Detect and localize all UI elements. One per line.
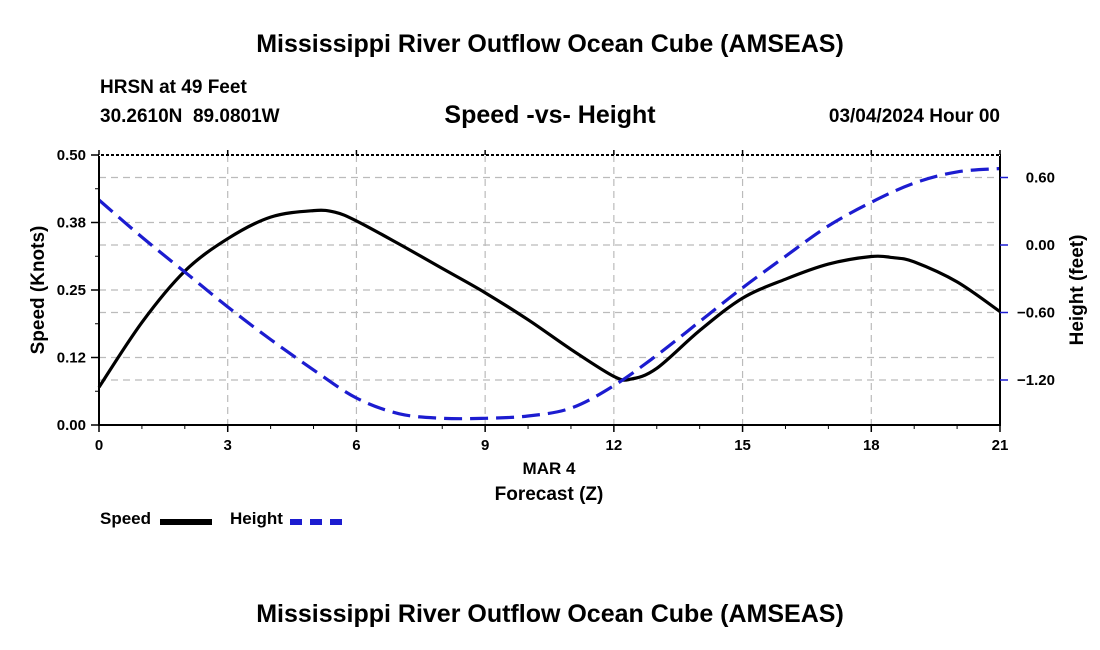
- y-tick-label: 0.12: [57, 350, 86, 367]
- y-tick-label: 0.38: [57, 215, 86, 232]
- legend-swatch-speed: [160, 519, 212, 525]
- coordinates-label: 30.2610N 89.0801W: [100, 106, 280, 127]
- grid-lines: [99, 155, 1000, 425]
- x-axis-sublabel: MAR 4: [523, 459, 576, 478]
- x-tick-label: 12: [606, 437, 623, 454]
- x-tick-label: 6: [352, 437, 360, 454]
- legend-label-height: Height: [230, 509, 283, 528]
- series-line-speed: [97, 208, 1001, 389]
- y2-tick-label: 0.00: [1026, 237, 1055, 254]
- x-tick-label: 9: [481, 437, 489, 454]
- x-tick-label: 0: [95, 437, 103, 454]
- y2-tick-label: −0.60: [1017, 305, 1055, 322]
- legend-swatch-height: [290, 519, 342, 525]
- x-axis-label: Forecast (Z): [495, 484, 604, 505]
- station-label: HRSN at 49 Feet: [100, 77, 247, 98]
- x-tick-label: 3: [224, 437, 232, 454]
- series-line-height: [97, 166, 1001, 421]
- y2-tick-label: −1.20: [1017, 372, 1055, 389]
- speed-height-chart: 0 3 6 9 12 15 18 21 0.00 0.12 0.25 0.38 0.50 −1.20 −0.…: [28, 147, 1088, 505]
- y2-axis-label: Height (feet): [1067, 235, 1088, 346]
- legend-label-speed: Speed: [100, 509, 152, 528]
- chart-subtitle: Speed -vs- Height: [444, 101, 656, 129]
- chart-main-title: Mississippi River Outflow Ocean Cube (AM…: [256, 30, 844, 58]
- y2-tick-label: 0.60: [1026, 170, 1055, 187]
- series-layer: [97, 166, 1001, 421]
- x-tick-label: 21: [992, 437, 1009, 454]
- y-tick-label: 0.50: [57, 147, 86, 164]
- x-tick-label: 18: [863, 437, 880, 454]
- forecast-datetime: 03/04/2024 Hour 00: [828, 106, 1000, 127]
- tick-layer: 0 3 6 9 12 15 18 21 0.00 0.12 0.25 0.38 0.50 −1.20 −0.…: [57, 147, 1055, 454]
- footer-title: Mississippi River Outflow Ocean Cube (AM…: [256, 600, 844, 628]
- y-tick-label: 0.00: [57, 417, 86, 434]
- y-tick-label: 0.25: [57, 282, 86, 299]
- y-axis-label: Speed (Knots): [28, 226, 49, 355]
- x-tick-label: 15: [734, 437, 751, 454]
